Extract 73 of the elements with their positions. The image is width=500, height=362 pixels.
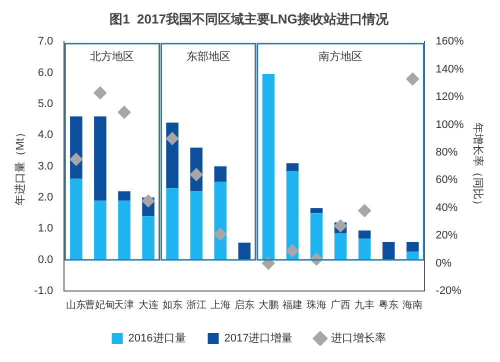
- y-tick-label: 5.0: [38, 98, 54, 110]
- y2-tick-label: 120%: [436, 91, 464, 104]
- x-tick-label: 珠海: [306, 298, 327, 311]
- point: [94, 86, 107, 100]
- x-tick-label: 广西: [330, 298, 351, 311]
- annotation: 东部地区: [186, 50, 230, 64]
- y-axis-title: 年进口量（Mt）: [14, 127, 27, 206]
- x-tick-label: 福建: [282, 298, 302, 311]
- y2-tick-label: 40%: [436, 202, 458, 214]
- y2-tick-label: 20%: [436, 230, 458, 242]
- y-tick-label: 2.0: [38, 192, 54, 204]
- legend-label: 2016进口量: [128, 332, 186, 345]
- bar: [286, 163, 299, 171]
- y-tick-label: -1.0: [34, 285, 54, 298]
- x-tick-label: 海南: [402, 298, 423, 311]
- x-tick-label: 上海: [210, 298, 230, 311]
- x-tick-label: 大鹏: [258, 298, 278, 311]
- bar: [382, 242, 395, 260]
- chart-title: 图1 2017我国不同区域主要LNG接收站进口情况: [110, 11, 390, 26]
- bar: [118, 191, 130, 201]
- x-tick-label: 九丰: [354, 298, 375, 311]
- x-tick-label: 大连: [138, 298, 158, 311]
- x-tick-label: 浙江: [186, 298, 206, 311]
- bar: [238, 242, 251, 260]
- x-tick-label: 粤东: [378, 298, 399, 311]
- y2-tick-label: 0%: [436, 257, 452, 270]
- y2-tick-label: 140%: [436, 63, 464, 76]
- y-tick-label: 7.0: [38, 36, 54, 48]
- x-tick-label: 启东: [234, 298, 254, 311]
- bar: [262, 74, 275, 260]
- bar: [334, 233, 347, 260]
- x-tick-label: 天津: [114, 298, 134, 311]
- annotation: 南方地区: [318, 50, 363, 64]
- bar: [118, 200, 130, 260]
- bar: [70, 178, 82, 260]
- point: [358, 204, 372, 218]
- annotation: 北方地区: [90, 50, 134, 64]
- point: [166, 132, 179, 146]
- x-tick-label: 山东: [66, 298, 86, 311]
- bar: [310, 208, 323, 214]
- bar: [358, 238, 371, 260]
- x-tick-label: 如东: [162, 298, 182, 311]
- legend-label: 进口增长率: [331, 332, 386, 345]
- y2-tick-label: 60%: [436, 174, 458, 186]
- point: [406, 72, 420, 86]
- point: [118, 106, 131, 119]
- point: [214, 228, 227, 241]
- bar: [358, 230, 371, 239]
- bar: [214, 182, 227, 260]
- bar: [166, 188, 178, 260]
- bar: [214, 166, 227, 182]
- legend-label: 2017进口增量: [224, 332, 293, 345]
- x-tick-label: 曹妃甸: [85, 298, 116, 311]
- point: [334, 219, 348, 232]
- y2-tick-label: -20%: [436, 285, 462, 298]
- y-tick-label: 4.0: [38, 129, 54, 142]
- y2-tick-label: 100%: [436, 118, 464, 131]
- y-tick-label: 6.0: [38, 66, 54, 79]
- bar: [190, 191, 202, 260]
- bar: [94, 200, 106, 260]
- y2-axis-title: 年增长率（同比）: [471, 122, 484, 210]
- y-tick-label: 3.0: [38, 160, 54, 172]
- y2-tick-label: 80%: [436, 146, 458, 158]
- bar: [406, 242, 419, 252]
- bar: [142, 216, 154, 260]
- point: [190, 168, 203, 182]
- y2-tick-label: 160%: [436, 36, 464, 48]
- point: [70, 152, 83, 166]
- y-tick-label: 0.0: [38, 254, 54, 266]
- y-tick-label: 1.0: [38, 222, 54, 235]
- point: [142, 194, 155, 208]
- point: [286, 244, 299, 258]
- bar: [94, 116, 106, 201]
